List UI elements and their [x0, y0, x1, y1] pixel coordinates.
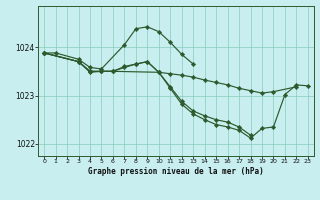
X-axis label: Graphe pression niveau de la mer (hPa): Graphe pression niveau de la mer (hPa): [88, 167, 264, 176]
